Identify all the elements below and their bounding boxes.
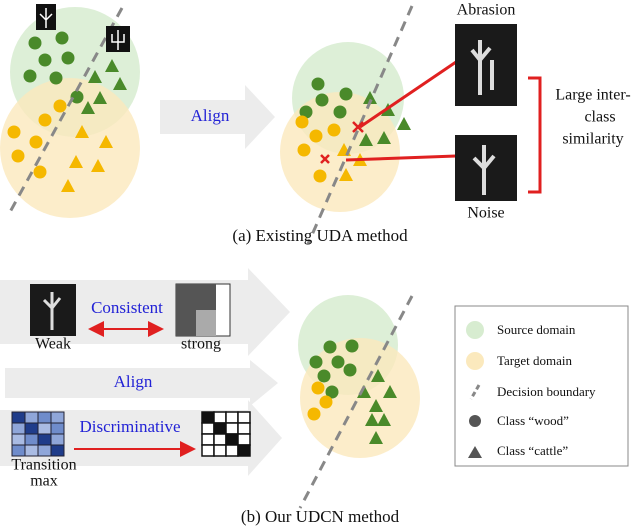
discriminative-label: Discriminative — [79, 417, 180, 436]
scatter-top-middle — [280, 5, 457, 245]
consistent-label: Consistent — [91, 298, 163, 317]
transition-line: max — [30, 473, 58, 490]
bracket — [528, 76, 542, 194]
legend-box — [454, 305, 629, 467]
align-label: Align — [191, 106, 230, 125]
align-arrow — [160, 85, 275, 149]
similarity-line: similarity — [562, 131, 623, 148]
strong-label: strong — [181, 336, 221, 353]
weak-label: Weak — [35, 336, 71, 353]
align-label: Align — [114, 372, 153, 391]
abrasion-label: Abrasion — [457, 2, 516, 19]
legend-item: Decision boundary — [497, 384, 596, 399]
abrasion-image — [455, 24, 517, 106]
legend-item: Class “cattle” — [497, 443, 568, 458]
discriminative-matrix — [201, 411, 251, 457]
caption: (a) Existing UDA method — [232, 226, 408, 245]
noise-label: Noise — [467, 205, 504, 222]
legend-item: Target domain — [497, 353, 573, 368]
legend-item: Source domain — [497, 322, 576, 337]
similarity-line: class — [584, 109, 615, 126]
transition-matrix — [11, 411, 65, 457]
similarity-line: Large inter- — [555, 87, 630, 104]
scatter-top-left — [0, 4, 140, 218]
align-arrow — [5, 360, 278, 406]
legend-item: Class “wood” — [497, 413, 569, 428]
scatter-bottom — [298, 295, 420, 509]
caption: (b) Our UDCN method — [241, 507, 400, 526]
transition-line: Transition — [11, 457, 76, 474]
